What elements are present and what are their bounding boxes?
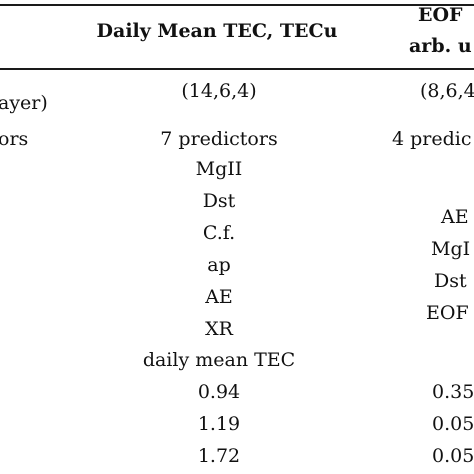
col3-predictor-3: Dst [434,270,467,292]
col3-metric-2: 0.05 [432,413,474,435]
col3-predictor-2: MgI [431,238,471,260]
col2-predictor-1: MgII [195,158,243,180]
col3-header-line2: arb. u [409,35,472,57]
col3-metric-1: 0.35 [432,381,474,403]
col3-predictor-1: AE [441,206,469,228]
col2-metric-1: 0.94 [197,381,241,403]
col2-predictor-3: C.f. [202,222,236,244]
col2-predictor-7: daily mean TEC [142,349,296,371]
row-label-architecture: ayer) [0,92,48,114]
col2-predictor-6: XR [205,318,233,340]
col2-predictor-2: Dst [202,190,236,212]
col2-predictor-5: AE [205,286,233,308]
col2-metric-3: 1.72 [197,445,241,467]
col3-architecture: (8,6,4 [420,80,474,102]
col2-num-predictors: 7 predictors [160,128,278,150]
table-top-rule [0,4,474,6]
col3-metric-3: 0.05 [432,445,474,467]
col3-header-line1: EOF [418,4,463,26]
col2-metric-2: 1.19 [197,413,241,435]
header-rule [0,68,474,70]
row-label-predictors: ors [0,128,29,150]
col2-predictor-4: ap [207,254,231,276]
col3-predictor-4: EOF [426,302,469,324]
col3-num-predictors: 4 predic [392,128,472,150]
col2-architecture: (14,6,4) [181,80,257,102]
col2-header: Daily Mean TEC, TECu [96,20,338,42]
